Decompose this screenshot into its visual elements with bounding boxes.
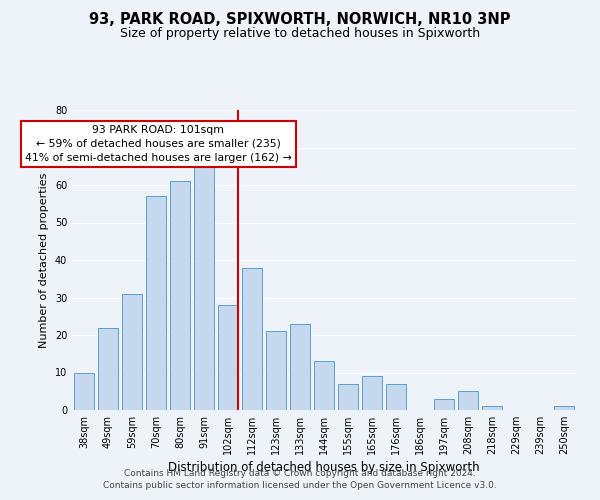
Bar: [554, 406, 574, 410]
Bar: [146, 196, 166, 410]
Bar: [458, 391, 478, 410]
Bar: [290, 324, 310, 410]
Bar: [122, 294, 142, 410]
Bar: [98, 328, 118, 410]
Bar: [362, 376, 382, 410]
Text: Contains HM Land Registry data © Crown copyright and database right 2024.
Contai: Contains HM Land Registry data © Crown c…: [103, 468, 497, 490]
Bar: [266, 331, 286, 410]
Bar: [434, 399, 454, 410]
Bar: [338, 384, 358, 410]
Bar: [170, 181, 190, 410]
Bar: [242, 268, 262, 410]
Text: Size of property relative to detached houses in Spixworth: Size of property relative to detached ho…: [120, 28, 480, 40]
Bar: [314, 361, 334, 410]
Text: 93, PARK ROAD, SPIXWORTH, NORWICH, NR10 3NP: 93, PARK ROAD, SPIXWORTH, NORWICH, NR10 …: [89, 12, 511, 28]
Bar: [386, 384, 406, 410]
Text: 93 PARK ROAD: 101sqm
← 59% of detached houses are smaller (235)
41% of semi-deta: 93 PARK ROAD: 101sqm ← 59% of detached h…: [25, 125, 292, 163]
Bar: [194, 166, 214, 410]
Bar: [218, 305, 238, 410]
Y-axis label: Number of detached properties: Number of detached properties: [39, 172, 49, 348]
Bar: [482, 406, 502, 410]
Bar: [74, 372, 94, 410]
X-axis label: Distribution of detached houses by size in Spixworth: Distribution of detached houses by size …: [168, 461, 480, 474]
